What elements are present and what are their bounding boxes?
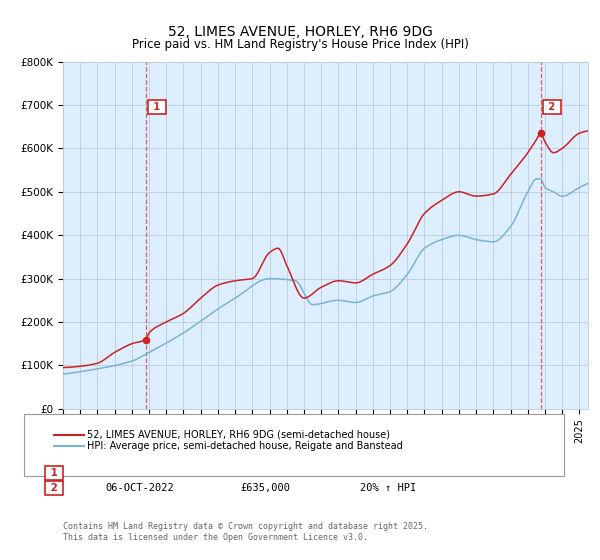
Point	[141, 335, 151, 344]
Text: 27-OCT-1999: 27-OCT-1999	[105, 468, 174, 478]
Text: 52, LIMES AVENUE, HORLEY, RH6 9DG: 52, LIMES AVENUE, HORLEY, RH6 9DG	[167, 25, 433, 39]
Text: 06-OCT-2022: 06-OCT-2022	[105, 483, 174, 493]
Text: 52, LIMES AVENUE, HORLEY, RH6 9DG (semi-detached house): 52, LIMES AVENUE, HORLEY, RH6 9DG (semi-…	[87, 430, 390, 440]
Text: Price paid vs. HM Land Registry's House Price Index (HPI): Price paid vs. HM Land Registry's House …	[131, 38, 469, 51]
Point	[536, 129, 545, 138]
Text: £635,000: £635,000	[240, 483, 290, 493]
Text: 22% ↑ HPI: 22% ↑ HPI	[360, 468, 416, 478]
Text: HPI: Average price, semi-detached house, Reigate and Banstead: HPI: Average price, semi-detached house,…	[87, 441, 403, 451]
Text: 2: 2	[545, 102, 559, 112]
Text: 20% ↑ HPI: 20% ↑ HPI	[360, 483, 416, 493]
Text: £160,000: £160,000	[240, 468, 290, 478]
Text: Contains HM Land Registry data © Crown copyright and database right 2025.
This d: Contains HM Land Registry data © Crown c…	[63, 522, 428, 542]
Text: 2: 2	[47, 483, 61, 493]
Text: 1: 1	[150, 102, 164, 112]
Text: 1: 1	[47, 468, 61, 478]
